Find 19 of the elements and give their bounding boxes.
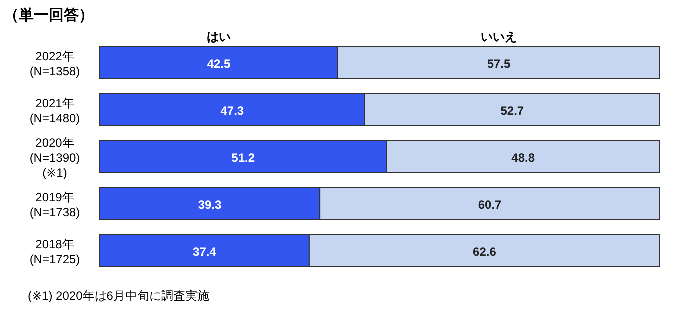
data-label: 62.6: [473, 245, 497, 259]
data-label: 37.4: [193, 245, 217, 259]
y-tick-label: 2019年 (N=1738): [30, 190, 80, 220]
data-label: 47.3: [220, 104, 244, 118]
data-label: 60.7: [478, 198, 502, 212]
text: (※1) 2020年は6月中旬に調査実施: [28, 289, 210, 303]
data-label: 57.5: [487, 57, 511, 71]
y-tick-label: 2020年 (N=1390) (※1): [30, 136, 80, 180]
series-label: いいえ: [481, 30, 517, 44]
chart-title: （単一回答）: [4, 7, 94, 24]
y-tick-label: 2022年 (N=1358): [30, 50, 80, 78]
y-tick-label: 2018年 (N=1725): [30, 238, 80, 266]
data-label: 52.7: [500, 104, 524, 118]
data-label: 42.5: [207, 57, 231, 71]
data-label: 51.2: [232, 151, 256, 165]
y-tick-label: 2021年 (N=1480): [30, 96, 80, 126]
series-label: はい: [207, 30, 231, 44]
data-label: 39.3: [198, 198, 222, 212]
data-label: 48.8: [512, 151, 536, 165]
